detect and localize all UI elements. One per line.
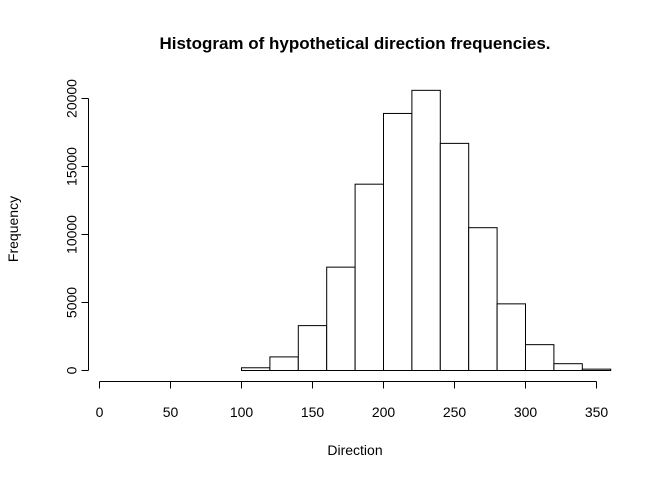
histogram-bar [326,266,356,372]
histogram-bar [525,344,555,372]
x-axis: 0 50 100 150 200 250 300 350 [96,381,609,420]
y-axis: 0 5000 10000 15000 20000 [64,79,89,374]
x-tick-label: 0 [96,404,104,420]
histogram-bar [468,227,498,371]
x-tick-label: 50 [163,404,179,420]
x-axis-label: Direction [327,442,382,458]
x-tick-label: 300 [514,404,538,420]
y-tick-label: 15000 [64,147,80,186]
histogram-bar [581,368,612,372]
histogram-bar [383,112,413,372]
y-tick-label: 10000 [64,215,80,254]
y-tick-label: 0 [64,366,80,374]
histogram-bar [553,363,583,372]
histogram-bar [496,303,527,371]
y-tick-label: 5000 [64,287,80,318]
histogram-bar [411,89,441,371]
histogram-bar [354,183,385,371]
histogram-bar [297,325,328,371]
y-tick-label: 20000 [64,79,80,118]
x-tick-label: 350 [585,404,609,420]
x-tick-label: 200 [372,404,396,420]
chart-title: Histogram of hypothetical direction freq… [159,34,550,53]
x-tick-label: 150 [301,404,325,420]
x-tick-label: 100 [230,404,254,420]
histogram-bar [439,142,470,371]
bars-group [241,89,612,372]
y-axis-label: Frequency [5,196,21,262]
histogram-bar [269,356,299,371]
x-tick-label: 250 [443,404,467,420]
histogram-bar [241,367,271,371]
